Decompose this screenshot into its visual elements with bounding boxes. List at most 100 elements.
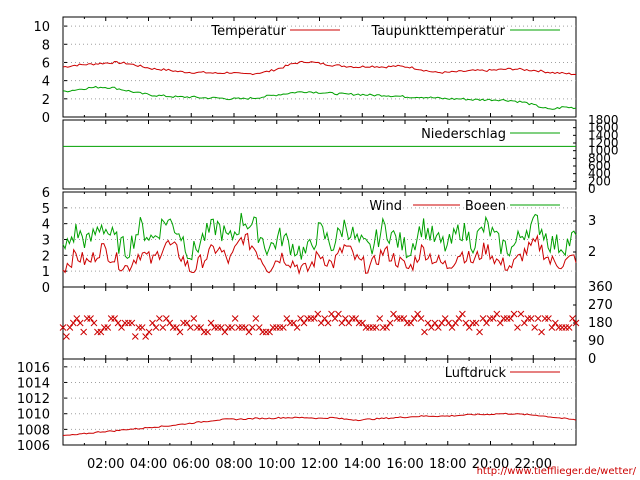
wind-direction-point [386,319,394,327]
wind-direction-point [472,319,480,327]
y-tick-label-right: 800 [588,151,611,165]
x-tick-label: 12:00 [301,457,338,472]
wind-direction-point [572,319,580,327]
wind-direction-point [59,324,67,331]
y-tick-label: 1006 [17,439,50,454]
wind-direction-point [224,324,232,331]
wind-direction-point [286,319,294,327]
wind-direction-point [476,328,483,336]
legend-boeen-label: Boeen [465,199,506,214]
wind-direction-point [403,319,411,327]
wind-direction-point [445,319,452,327]
wind-direction-point [310,315,318,322]
x-tick-label: 16:00 [386,457,423,472]
wind-direction-point [369,324,377,331]
wind-direction-point [321,315,329,322]
series-line-boeen [62,212,577,261]
wind-direction-point [300,319,308,327]
y-tick-label: 0 [42,281,50,296]
wind-direction-point [290,319,298,327]
wind-direction-point [562,324,570,331]
legend-luftdruck-label: Luftdruck [445,366,507,381]
wind-direction-point [238,324,246,331]
x-tick-label: 04:00 [130,457,167,472]
wind-direction-point [162,315,170,322]
wind-direction-point [242,324,249,331]
y-tick-label: 0 [42,111,50,126]
y-tick-label-right: 0 [588,352,596,367]
wind-direction-point [207,319,215,327]
legend-niederschlag-label: Niederschlag [421,127,506,142]
series-line-luftdruck [62,412,577,436]
wind-direction-point [407,319,415,327]
wind-direction-point [362,324,370,331]
wind-direction-point [514,324,521,331]
wind-direction-point [503,315,511,322]
wind-direction-point [496,319,504,327]
y-tick-label: 10 [33,20,50,35]
y-tick-label-right: 360 [588,280,613,295]
y-tick-label: 1 [42,265,50,280]
y-tick-label: 3 [42,234,50,249]
wind-direction-point [331,315,339,322]
wind-direction-point [490,315,497,322]
y-tick-label: 1016 [17,361,50,376]
x-tick-label: 08:00 [215,457,252,472]
wind-direction-point [69,319,77,327]
footer-url[interactable]: http://www.tiefflieger.de/wetter/ [477,466,637,477]
wind-direction-point [483,319,490,327]
wind-direction-point [214,324,222,331]
wind-direction-point [569,315,576,322]
wind-direction-point [200,328,208,336]
wind-direction-point [452,319,459,327]
wind-direction-point [73,315,81,322]
wind-direction-point [166,319,174,327]
wind-direction-point [111,315,118,322]
y-tick-label-right: 270 [588,298,613,313]
wind-direction-point [328,310,335,318]
wind-direction-point [393,315,401,322]
wind-direction-point [138,324,146,331]
wind-direction-point [376,315,384,322]
y-tick-label-right: 1600 [588,121,619,135]
wind-direction-point [297,315,304,322]
y-tick-label-right: 1400 [588,128,619,142]
wind-direction-point [221,328,229,336]
wind-direction-point [142,333,149,340]
wind-direction-point [531,324,539,331]
wind-direction-point [379,324,387,331]
wind-direction-point [249,324,256,331]
series-line-temperatur [62,60,577,76]
y-tick-label: 2 [42,249,50,264]
wind-direction-point [510,310,518,318]
wind-direction-point [434,324,442,331]
panel-frame-wind_direction [62,286,577,360]
y-tick-label: 5 [42,202,50,217]
y-tick-label: 4 [42,75,50,90]
wind-direction-point [417,315,425,322]
wind-direction-point [255,324,263,331]
wind-direction-point [262,328,270,336]
wind-direction-point [114,319,122,327]
x-tick-label: 02:00 [87,457,124,472]
wind-direction-point [414,310,421,318]
wind-direction-point [180,319,187,327]
wind-direction-point [338,319,346,327]
legend-taupunkt-label: Taupunkttemperatur [371,24,506,39]
series-line-wind [62,232,577,276]
wind-direction-point [493,310,501,318]
wind-direction-point [545,315,552,322]
wind-direction-point [462,319,470,327]
wind-direction-point [304,315,311,322]
wind-direction-point [341,315,349,322]
wind-direction-point [424,319,432,327]
wind-direction-point [118,324,125,331]
wind-direction-point [218,324,225,331]
x-tick-label: 06:00 [173,457,210,472]
wind-direction-point [335,310,342,318]
x-tick-label: 10:00 [258,457,295,472]
wind-direction-point [173,324,180,331]
wind-direction-point [283,315,291,322]
wind-direction-point [355,319,363,327]
wind-direction-point [276,324,284,331]
